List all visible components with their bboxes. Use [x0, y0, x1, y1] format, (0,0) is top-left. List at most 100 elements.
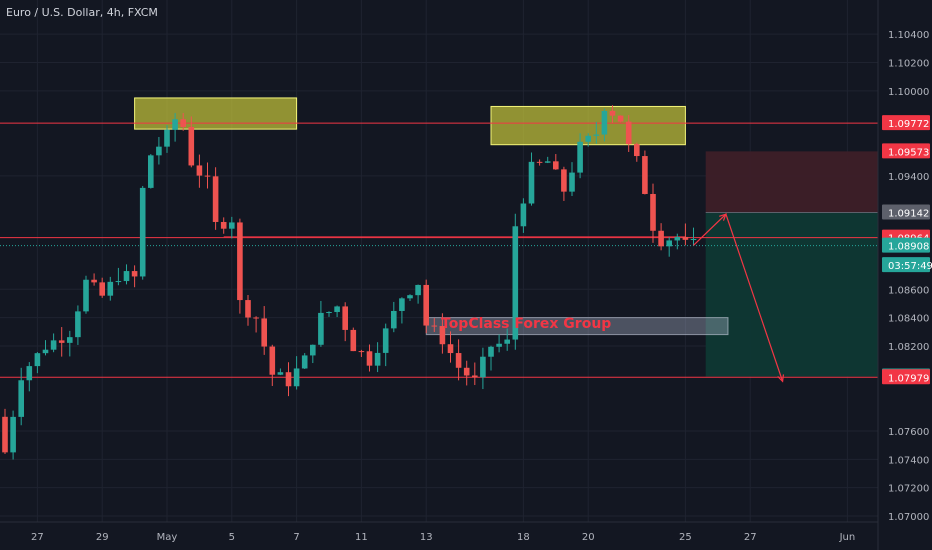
candle-body	[358, 351, 365, 353]
candle-body	[569, 172, 575, 192]
y-tick-label: 1.07600	[888, 427, 929, 438]
y-tick-label: 1.08400	[888, 314, 929, 325]
candle-body	[342, 306, 348, 330]
time-axis-labels: 27 29 May 5 7 11 13 18 20 25 27 Jun	[31, 532, 855, 543]
projection-arrows	[693, 213, 785, 383]
candle-body	[310, 344, 316, 356]
x-tick-label: 29	[96, 532, 109, 543]
y-tick-label: 1.10200	[888, 59, 929, 70]
time-axis[interactable]	[0, 522, 878, 550]
candle-body	[439, 326, 446, 345]
candle-body	[634, 144, 640, 157]
price-axis[interactable]	[878, 0, 932, 550]
price-axis-ticks: 1.10400 1.10200 1.10000 1.09400 1.08600 1.084…	[888, 30, 929, 523]
candle-body	[107, 281, 114, 296]
candle-body	[415, 284, 421, 296]
candle-body	[50, 340, 57, 350]
x-tick-label: 25	[679, 532, 692, 543]
candle-body	[609, 110, 616, 116]
candle-body	[180, 119, 186, 127]
candle-body	[318, 312, 324, 345]
y-tick-label: 1.08600	[888, 285, 929, 296]
candle-body	[480, 356, 486, 378]
price-label: 1.09772	[888, 119, 929, 130]
y-tick-label: 1.07400	[888, 455, 929, 466]
candle-body	[277, 372, 284, 375]
candle-body	[391, 310, 397, 329]
candle-body	[58, 340, 65, 343]
y-tick-label: 1.07200	[888, 484, 929, 495]
candle-body	[399, 298, 405, 311]
x-tick-label: 5	[229, 532, 235, 543]
x-tick-label: 13	[420, 532, 433, 543]
y-tick-label: 1.07000	[888, 512, 929, 523]
price-label-box	[882, 257, 930, 273]
candle-body	[690, 239, 697, 241]
candle-body	[625, 121, 632, 145]
candle-body	[463, 367, 470, 376]
candle-body	[585, 135, 591, 142]
candle-body	[666, 240, 672, 247]
candle-body	[164, 129, 170, 147]
x-tick-label: 11	[355, 532, 368, 543]
candle-body	[18, 380, 24, 417]
candle-body	[642, 156, 648, 194]
candle-body	[172, 119, 178, 130]
price-label: 1.09573	[888, 147, 929, 158]
candle-body	[293, 368, 300, 387]
candle-body	[123, 271, 130, 282]
candle-body	[658, 230, 664, 247]
candle-body	[75, 311, 81, 338]
candle-body	[512, 226, 519, 340]
y-tick-label: 1.08200	[888, 342, 929, 353]
candle-body	[447, 344, 454, 354]
supply-zone	[134, 97, 298, 130]
candle-body	[326, 312, 332, 314]
projection-arrowhead	[719, 213, 727, 221]
x-tick-label: Jun	[839, 532, 856, 543]
candle-body	[229, 222, 235, 229]
candle-body	[285, 372, 292, 387]
price-label: 1.09142	[888, 208, 929, 219]
candle-body	[593, 134, 600, 136]
candle-body	[577, 141, 583, 173]
candle-body	[496, 343, 502, 347]
candle-body	[682, 236, 689, 240]
candle-body	[196, 165, 203, 176]
candle-body	[382, 328, 389, 353]
candle-body	[99, 282, 105, 296]
chart-title: Euro / U.S. Dollar, 4h, FXCM	[6, 6, 158, 19]
candle-body	[83, 279, 89, 312]
y-tick-label: 1.10000	[888, 87, 929, 98]
candle-body	[431, 325, 438, 327]
candle-body	[544, 161, 551, 163]
candle-body	[2, 416, 8, 453]
price-label: 1.08908	[888, 242, 929, 253]
candle-body	[10, 416, 16, 453]
candle-body	[245, 300, 251, 318]
candle-body	[115, 281, 122, 283]
candle-body	[374, 352, 381, 366]
stop-loss-zone	[705, 151, 878, 213]
x-tick-label: 20	[582, 532, 595, 543]
candle-body	[520, 203, 527, 227]
watermark-text: TopClass Forex Group	[441, 316, 612, 332]
take-profit-zone	[705, 212, 878, 377]
x-tick-label: 27	[31, 532, 44, 543]
candle-body	[253, 317, 259, 319]
y-tick-label: 1.09400	[888, 172, 929, 183]
candle-body	[504, 339, 510, 344]
candlestick-series	[2, 105, 697, 460]
candle-body	[407, 295, 413, 299]
candle-body	[91, 279, 97, 283]
price-label-box	[882, 143, 930, 159]
candle-body	[674, 236, 681, 241]
candle-body	[455, 353, 462, 368]
price-label: 1.07979	[888, 373, 929, 384]
candle-body	[553, 161, 559, 170]
candle-body	[156, 146, 162, 156]
candle-body	[139, 187, 146, 277]
price-label-box	[882, 204, 930, 220]
candle-body	[269, 346, 276, 375]
